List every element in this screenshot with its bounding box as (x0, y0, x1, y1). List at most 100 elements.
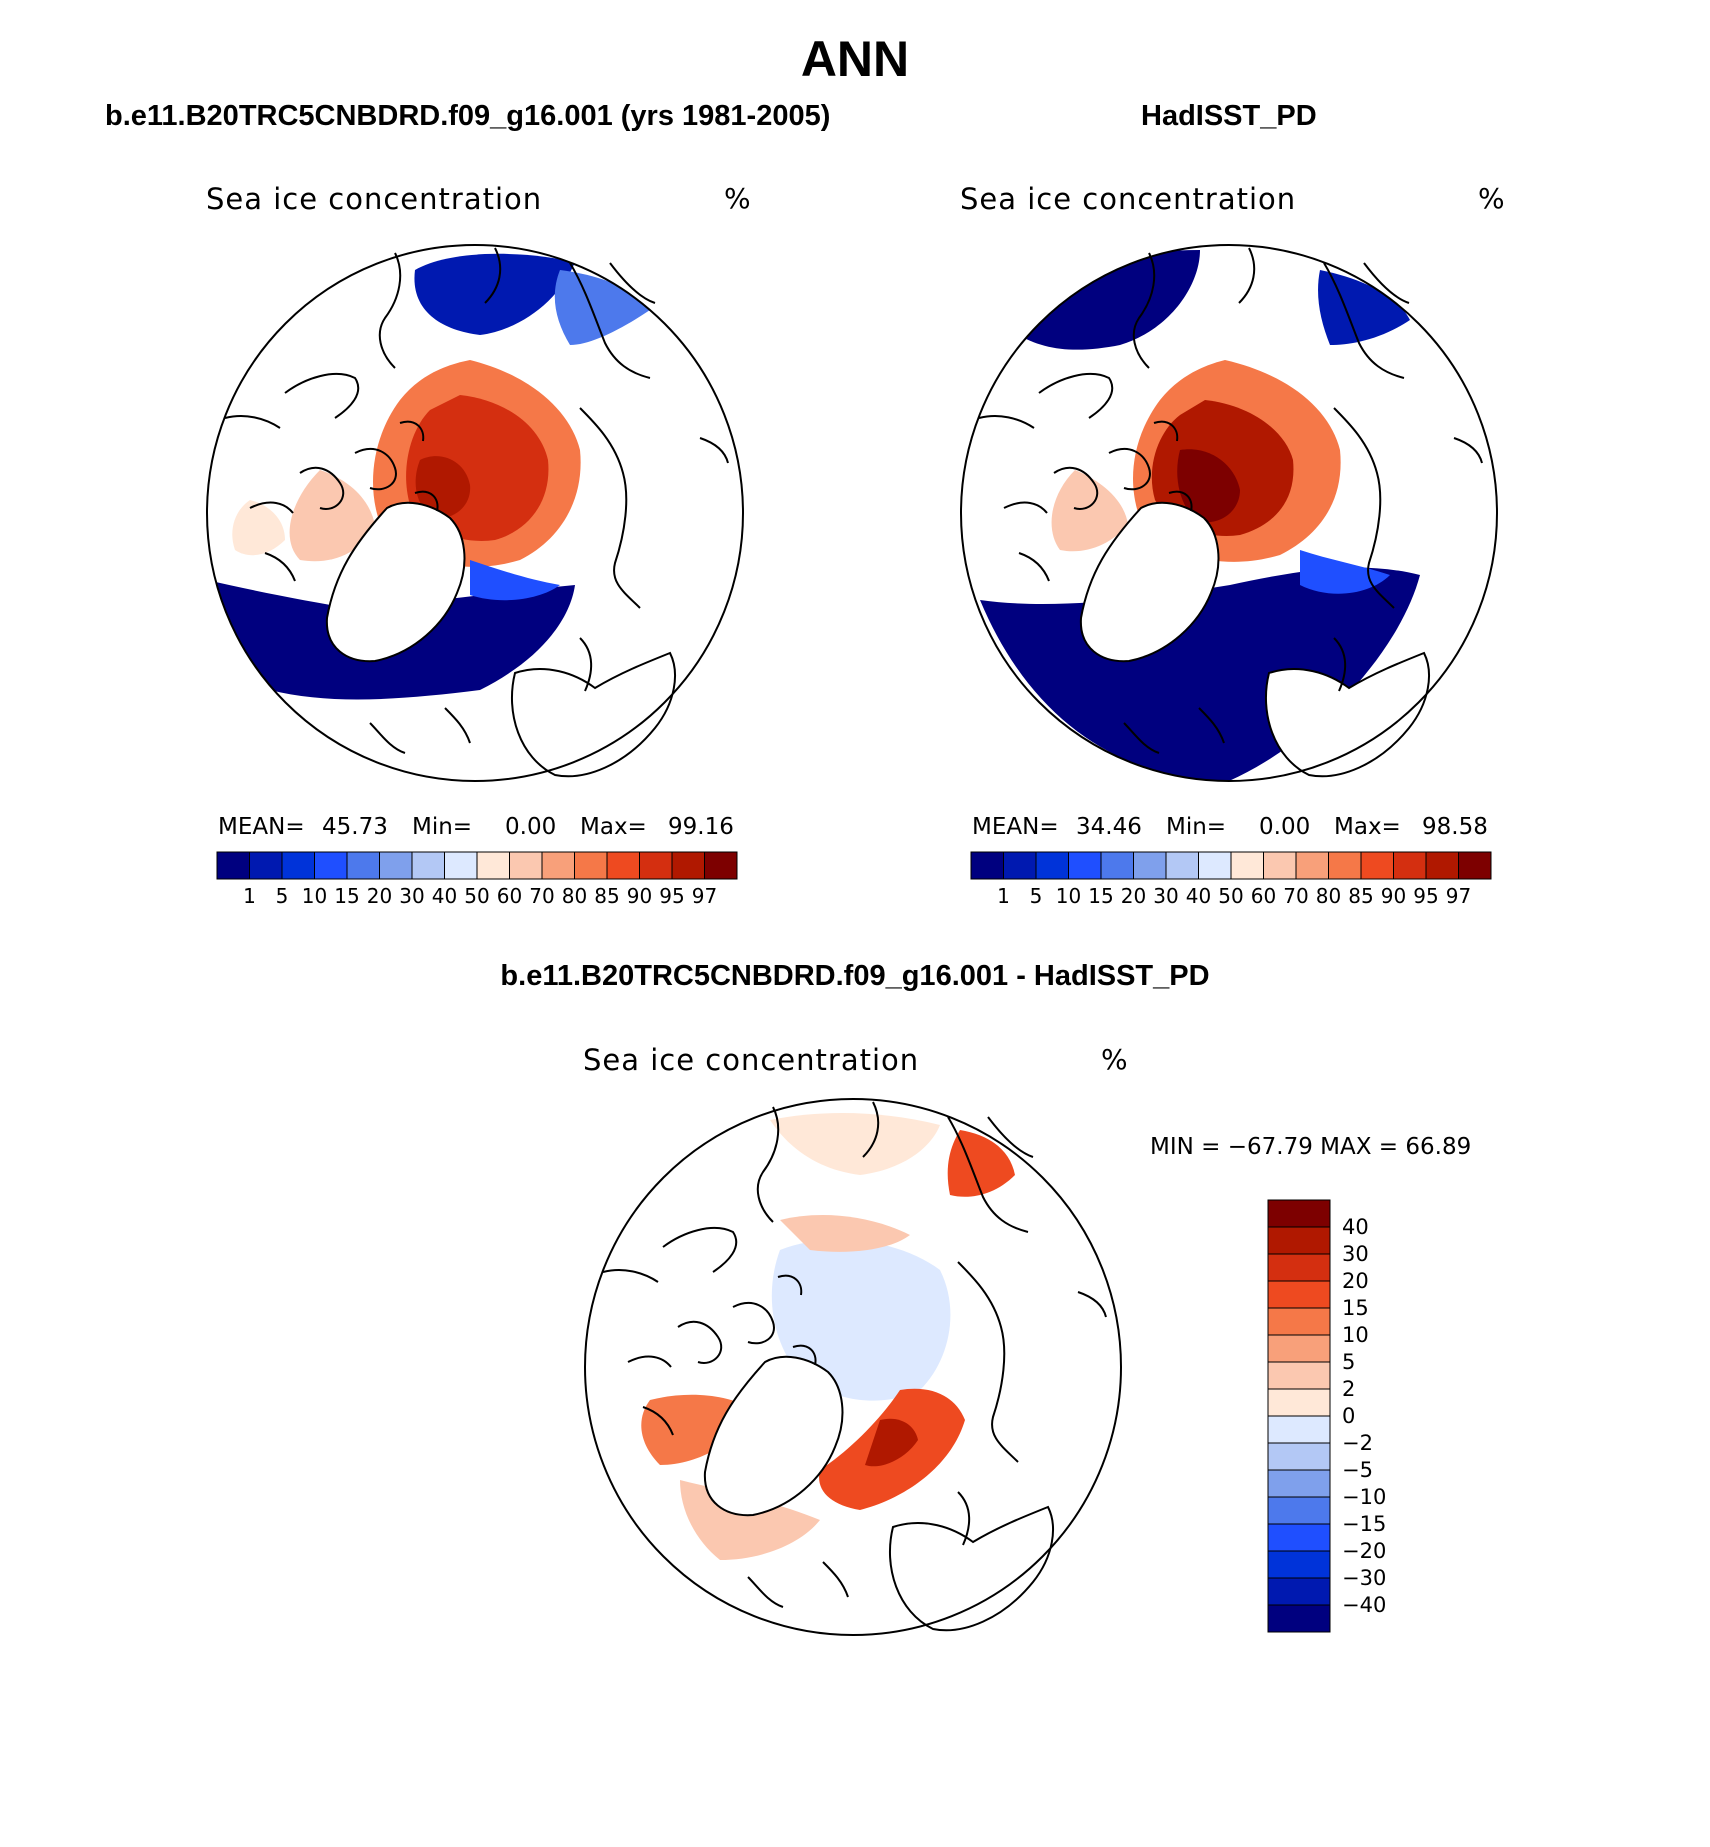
obs-colorbar-swatch-3 (1068, 851, 1102, 880)
model-colorbar-tick-label-2: 10 (302, 884, 327, 908)
difference-colorbar-swatch-14 (1267, 1577, 1331, 1606)
diff-variable-label: Sea ice concentration (583, 1043, 920, 1077)
model-colorbar-tick-label-4: 20 (367, 884, 392, 908)
difference-colorbar-tick-label-1: 30 (1342, 1242, 1369, 1266)
obs-colorbar-tick-label-0: 1 (997, 884, 1010, 908)
obs-panel-title: HadISST_PD (1141, 100, 1317, 132)
obs-colorbar-swatch-4 (1100, 851, 1134, 880)
model-colorbar-tick-label-6: 40 (432, 884, 457, 908)
difference-colorbar-tick-label-0: 40 (1342, 1215, 1369, 1239)
difference-colorbar-swatch-12 (1267, 1523, 1331, 1552)
difference-colorbar-tick-label-2: 20 (1342, 1269, 1369, 1293)
model-colorbar-swatch-1 (249, 851, 283, 880)
model-colorbar-tick-label-14: 97 (692, 884, 717, 908)
model-colorbar-swatch-10 (541, 851, 575, 880)
obs-colorbar-tick-label-6: 40 (1186, 884, 1211, 908)
difference-colorbar-swatch-13 (1267, 1550, 1331, 1579)
difference-colorbar-tick-label-3: 15 (1342, 1296, 1369, 1320)
model-units-label: % (724, 182, 751, 215)
model-mean-value: 45.73 (322, 814, 388, 840)
obs-colorbar-swatch-1 (1003, 851, 1037, 880)
obs-max-value: 98.58 (1422, 814, 1488, 840)
obs-colorbar-tick-label-9: 70 (1283, 884, 1308, 908)
model-colorbar-swatch-6 (411, 851, 445, 880)
obs-colorbar-tick-label-10: 80 (1316, 884, 1341, 908)
obs-colorbar-swatch-6 (1165, 851, 1199, 880)
model-colorbar-tick-label-9: 70 (529, 884, 554, 908)
obs-colorbar-swatch-10 (1295, 851, 1329, 880)
difference-colorbar-tick-label-9: −5 (1342, 1458, 1373, 1482)
diff-minmax-text: MIN = −67.79 MAX = 66.89 (1150, 1134, 1472, 1160)
model-min-label: Min= (412, 814, 473, 840)
obs-colorbar-tick-label-3: 15 (1088, 884, 1113, 908)
obs-colorbar-swatch-2 (1035, 851, 1069, 880)
obs-max-label: Max= (1334, 814, 1401, 840)
obs-min-label: Min= (1166, 814, 1227, 840)
model-colorbar-swatch-12 (606, 851, 640, 880)
model-colorbar-tick-label-0: 1 (243, 884, 256, 908)
obs-colorbar-swatch-15 (1458, 851, 1492, 880)
model-colorbar-tick-label-3: 15 (334, 884, 359, 908)
difference-colorbar-tick-label-5: 5 (1342, 1350, 1355, 1374)
model-colorbar-swatch-5 (379, 851, 413, 880)
difference-colorbar-swatch-5 (1267, 1334, 1331, 1363)
diff-units-label: % (1101, 1043, 1128, 1076)
model-colorbar-tick-label-5: 30 (399, 884, 424, 908)
obs-colorbar-tick-label-2: 10 (1056, 884, 1081, 908)
page-title: ANN (800, 31, 910, 87)
difference-colorbar-tick-label-6: 2 (1342, 1377, 1355, 1401)
obs-colorbar-tick-label-12: 90 (1381, 884, 1406, 908)
obs-variable-label: Sea ice concentration (960, 182, 1297, 216)
difference-colorbar-swatch-11 (1267, 1496, 1331, 1525)
model-colorbar-swatch-7 (444, 851, 478, 880)
obs-colorbar-swatch-12 (1360, 851, 1394, 880)
model-colorbar-swatch-15 (704, 851, 738, 880)
difference-colorbar-tick-label-4: 10 (1342, 1323, 1369, 1347)
model-colorbar-tick-label-8: 60 (497, 884, 522, 908)
model-max-value: 99.16 (668, 814, 734, 840)
model-colorbar-swatch-14 (671, 851, 705, 880)
obs-mean-label: MEAN= (972, 814, 1059, 840)
obs-colorbar-tick-label-4: 20 (1121, 884, 1146, 908)
obs-colorbar-tick-label-13: 95 (1413, 884, 1438, 908)
difference-colorbar-swatch-3 (1267, 1280, 1331, 1309)
model-colorbar-tick-label-1: 5 (276, 884, 289, 908)
difference-colorbar-swatch-8 (1267, 1415, 1331, 1444)
obs-colorbar-tick-label-8: 60 (1251, 884, 1276, 908)
obs-colorbar-swatch-8 (1230, 851, 1264, 880)
difference-colorbar-tick-label-13: −30 (1342, 1566, 1386, 1590)
obs-units-label: % (1478, 182, 1505, 215)
difference-colorbar-tick-label-10: −10 (1342, 1485, 1386, 1509)
difference-colorbar-swatch-15 (1267, 1604, 1331, 1633)
obs-colorbar-swatch-14 (1425, 851, 1459, 880)
obs-mean-value: 34.46 (1076, 814, 1142, 840)
difference-colorbar-swatch-1 (1267, 1226, 1331, 1255)
obs-colorbar-swatch-5 (1133, 851, 1167, 880)
obs-min-value: 0.00 (1259, 814, 1311, 840)
difference-colorbar-tick-label-14: −40 (1342, 1593, 1386, 1617)
model-colorbar-swatch-2 (281, 851, 315, 880)
difference-colorbar-tick-label-8: −2 (1342, 1431, 1373, 1455)
obs-colorbar: 1 5 10 15 20 30 40 50 60 70 80 85 90 95 97 (970, 851, 1492, 908)
model-min-value: 0.00 (505, 814, 557, 840)
model-colorbar: 1 5 10 15 20 30 40 50 60 70 80 85 90 95 97 (216, 851, 738, 908)
difference-colorbar-swatch-9 (1267, 1442, 1331, 1471)
difference-colorbar-swatch-7 (1267, 1388, 1331, 1417)
model-variable-label: Sea ice concentration (206, 182, 543, 216)
difference-colorbar-tick-label-7: 0 (1342, 1404, 1355, 1428)
difference-colorbar-swatch-0 (1267, 1199, 1331, 1228)
obs-colorbar-swatch-9 (1263, 851, 1297, 880)
obs-colorbar-tick-label-5: 30 (1153, 884, 1178, 908)
model-mean-label: MEAN= (218, 814, 305, 840)
obs-colorbar-swatch-7 (1198, 851, 1232, 880)
obs-colorbar-tick-label-7: 50 (1218, 884, 1243, 908)
model-colorbar-tick-label-12: 90 (627, 884, 652, 908)
diff-sea-ice-map (584, 1098, 1122, 1636)
model-panel-title: b.e11.B20TRC5CNBDRD.f09_g16.001 (yrs 198… (105, 100, 831, 132)
obs-sea-ice-map (960, 244, 1498, 782)
model-colorbar-tick-label-10: 80 (562, 884, 587, 908)
difference-colorbar-swatch-10 (1267, 1469, 1331, 1498)
